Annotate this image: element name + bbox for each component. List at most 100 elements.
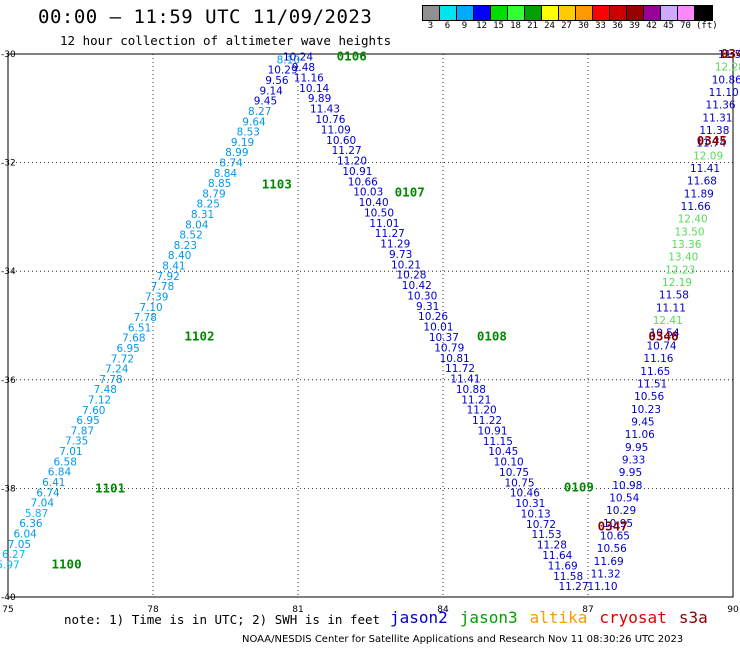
swh-value: 7.39 xyxy=(145,291,168,303)
satellite-jason2: jason2 xyxy=(390,608,448,627)
swh-value: 10.56 xyxy=(634,391,664,403)
swh-value: 7.04 xyxy=(31,498,55,510)
swh-value: 9.64 xyxy=(242,116,266,128)
swh-value: 7.05 xyxy=(8,539,31,551)
legend-label: 21 xyxy=(527,21,538,31)
swh-value: 11.27 xyxy=(332,145,362,157)
legend-swatch xyxy=(440,6,457,20)
swh-value: 11.38 xyxy=(699,125,729,137)
lat-tick-label: -34 xyxy=(1,267,16,277)
swh-value: 9.89 xyxy=(308,93,331,105)
legend-swatch xyxy=(627,6,644,20)
swh-value: 9.95 xyxy=(619,467,642,479)
swh-value: 10.76 xyxy=(315,114,345,126)
swh-value: 10.29 xyxy=(268,65,298,77)
swh-value: 11.31 xyxy=(702,112,732,124)
legend-label: 42 xyxy=(646,21,657,31)
legend-label: 24 xyxy=(544,21,555,31)
swh-value: 10.21 xyxy=(391,259,421,271)
lon-tick-label: 87 xyxy=(582,605,593,615)
legend-swatch xyxy=(508,6,525,20)
legend-swatch xyxy=(423,6,440,20)
swh-value: 10.37 xyxy=(429,332,459,344)
swh-value: 10.72 xyxy=(526,519,556,531)
swh-value: 7.78 xyxy=(134,312,157,324)
swh-value: 10.10 xyxy=(494,457,524,469)
legend-swatch xyxy=(576,6,593,20)
swh-value: 10.29 xyxy=(606,505,636,517)
legend-swatch xyxy=(661,6,678,20)
legend-label: 33 xyxy=(595,21,606,31)
legend-label: 12 xyxy=(476,21,487,31)
swh-value: 8.84 xyxy=(214,168,238,180)
pass-label: 0347 xyxy=(598,518,628,533)
swh-value: 11.41 xyxy=(690,163,720,175)
swh-value: 10.14 xyxy=(299,83,329,95)
legend-label: 36 xyxy=(612,21,623,31)
pass-label: 0107 xyxy=(395,184,425,199)
swh-value: 11.11 xyxy=(656,302,686,314)
pass-label: 1101 xyxy=(95,480,125,495)
swh-value: 8.53 xyxy=(237,127,260,139)
swh-value: 11.16 xyxy=(643,353,673,365)
pass-label: 1100 xyxy=(52,556,82,571)
legend-label: 9 xyxy=(461,21,468,31)
swh-value: 7.60 xyxy=(82,405,105,417)
swh-value: 9.48 xyxy=(292,62,315,74)
satellite-altika: altika xyxy=(529,608,588,627)
swh-value: 10.26 xyxy=(418,311,448,323)
swh-value: 9.19 xyxy=(231,137,254,149)
legend-label: 3 xyxy=(427,21,434,31)
swh-value: 7.72 xyxy=(111,353,134,365)
swh-value: 10.98 xyxy=(612,480,642,492)
legend-swatch xyxy=(610,6,627,20)
swh-value: 9.45 xyxy=(254,96,277,108)
legend-swatch xyxy=(474,6,491,20)
swh-value: 7.12 xyxy=(88,395,111,407)
swh-value: 7.10 xyxy=(139,302,162,314)
swh-value: 9.73 xyxy=(389,249,412,261)
swh-value: 11.69 xyxy=(594,556,624,568)
swh-value: 11.43 xyxy=(310,104,340,116)
swh-value: 11.64 xyxy=(542,550,572,562)
swh-value: 8.41 xyxy=(162,261,185,273)
legend-label: (ft) xyxy=(696,21,718,31)
legend-label: 18 xyxy=(510,21,521,31)
swh-value: 11.29 xyxy=(380,239,410,251)
swh-value: 10.60 xyxy=(326,135,356,147)
swh-value: 10.42 xyxy=(402,280,432,292)
swh-value: 7.92 xyxy=(156,271,179,283)
swh-value: 8.10 xyxy=(277,54,300,66)
swh-value: 7.78 xyxy=(151,281,174,293)
swh-value: 10.54 xyxy=(650,328,680,340)
swh-value: 6.74 xyxy=(36,487,60,499)
swh-value: 11.22 xyxy=(472,415,502,427)
lon-tick-label: 90 xyxy=(727,605,739,615)
pass-label: 0106 xyxy=(337,49,367,64)
lat-tick-label: -36 xyxy=(1,376,16,386)
pass-label: 1103 xyxy=(262,176,292,191)
swh-value: 5.87 xyxy=(25,508,48,520)
lat-tick-label: -32 xyxy=(1,159,16,169)
swh-value: 8.27 xyxy=(248,106,271,118)
satellite-cryosat: cryosat xyxy=(599,608,667,627)
swh-value: 11.53 xyxy=(531,529,561,541)
swh-value: 10.45 xyxy=(488,446,518,458)
swh-value: 10.65 xyxy=(600,530,630,542)
pass-label: 0346 xyxy=(648,328,678,343)
swh-value: 11.66 xyxy=(681,201,711,213)
legend-label: 27 xyxy=(561,21,572,31)
pass-label: 0345 xyxy=(697,133,727,148)
swh-value: 10.75 xyxy=(504,477,534,489)
swh-value: 8.40 xyxy=(168,250,191,262)
swh-value: 7.24 xyxy=(105,364,129,376)
swh-value: 8.79 xyxy=(202,188,225,200)
swh-value: 7.78 xyxy=(99,374,122,386)
swh-value: 11.20 xyxy=(467,405,497,417)
swh-value: 13.40 xyxy=(668,252,698,264)
swh-value: 6.95 xyxy=(116,343,139,355)
swh-value: 10.46 xyxy=(510,488,540,500)
swh-value: 11.06 xyxy=(625,429,655,441)
map-frame xyxy=(7,53,734,598)
swh-value: 9.45 xyxy=(631,416,654,428)
